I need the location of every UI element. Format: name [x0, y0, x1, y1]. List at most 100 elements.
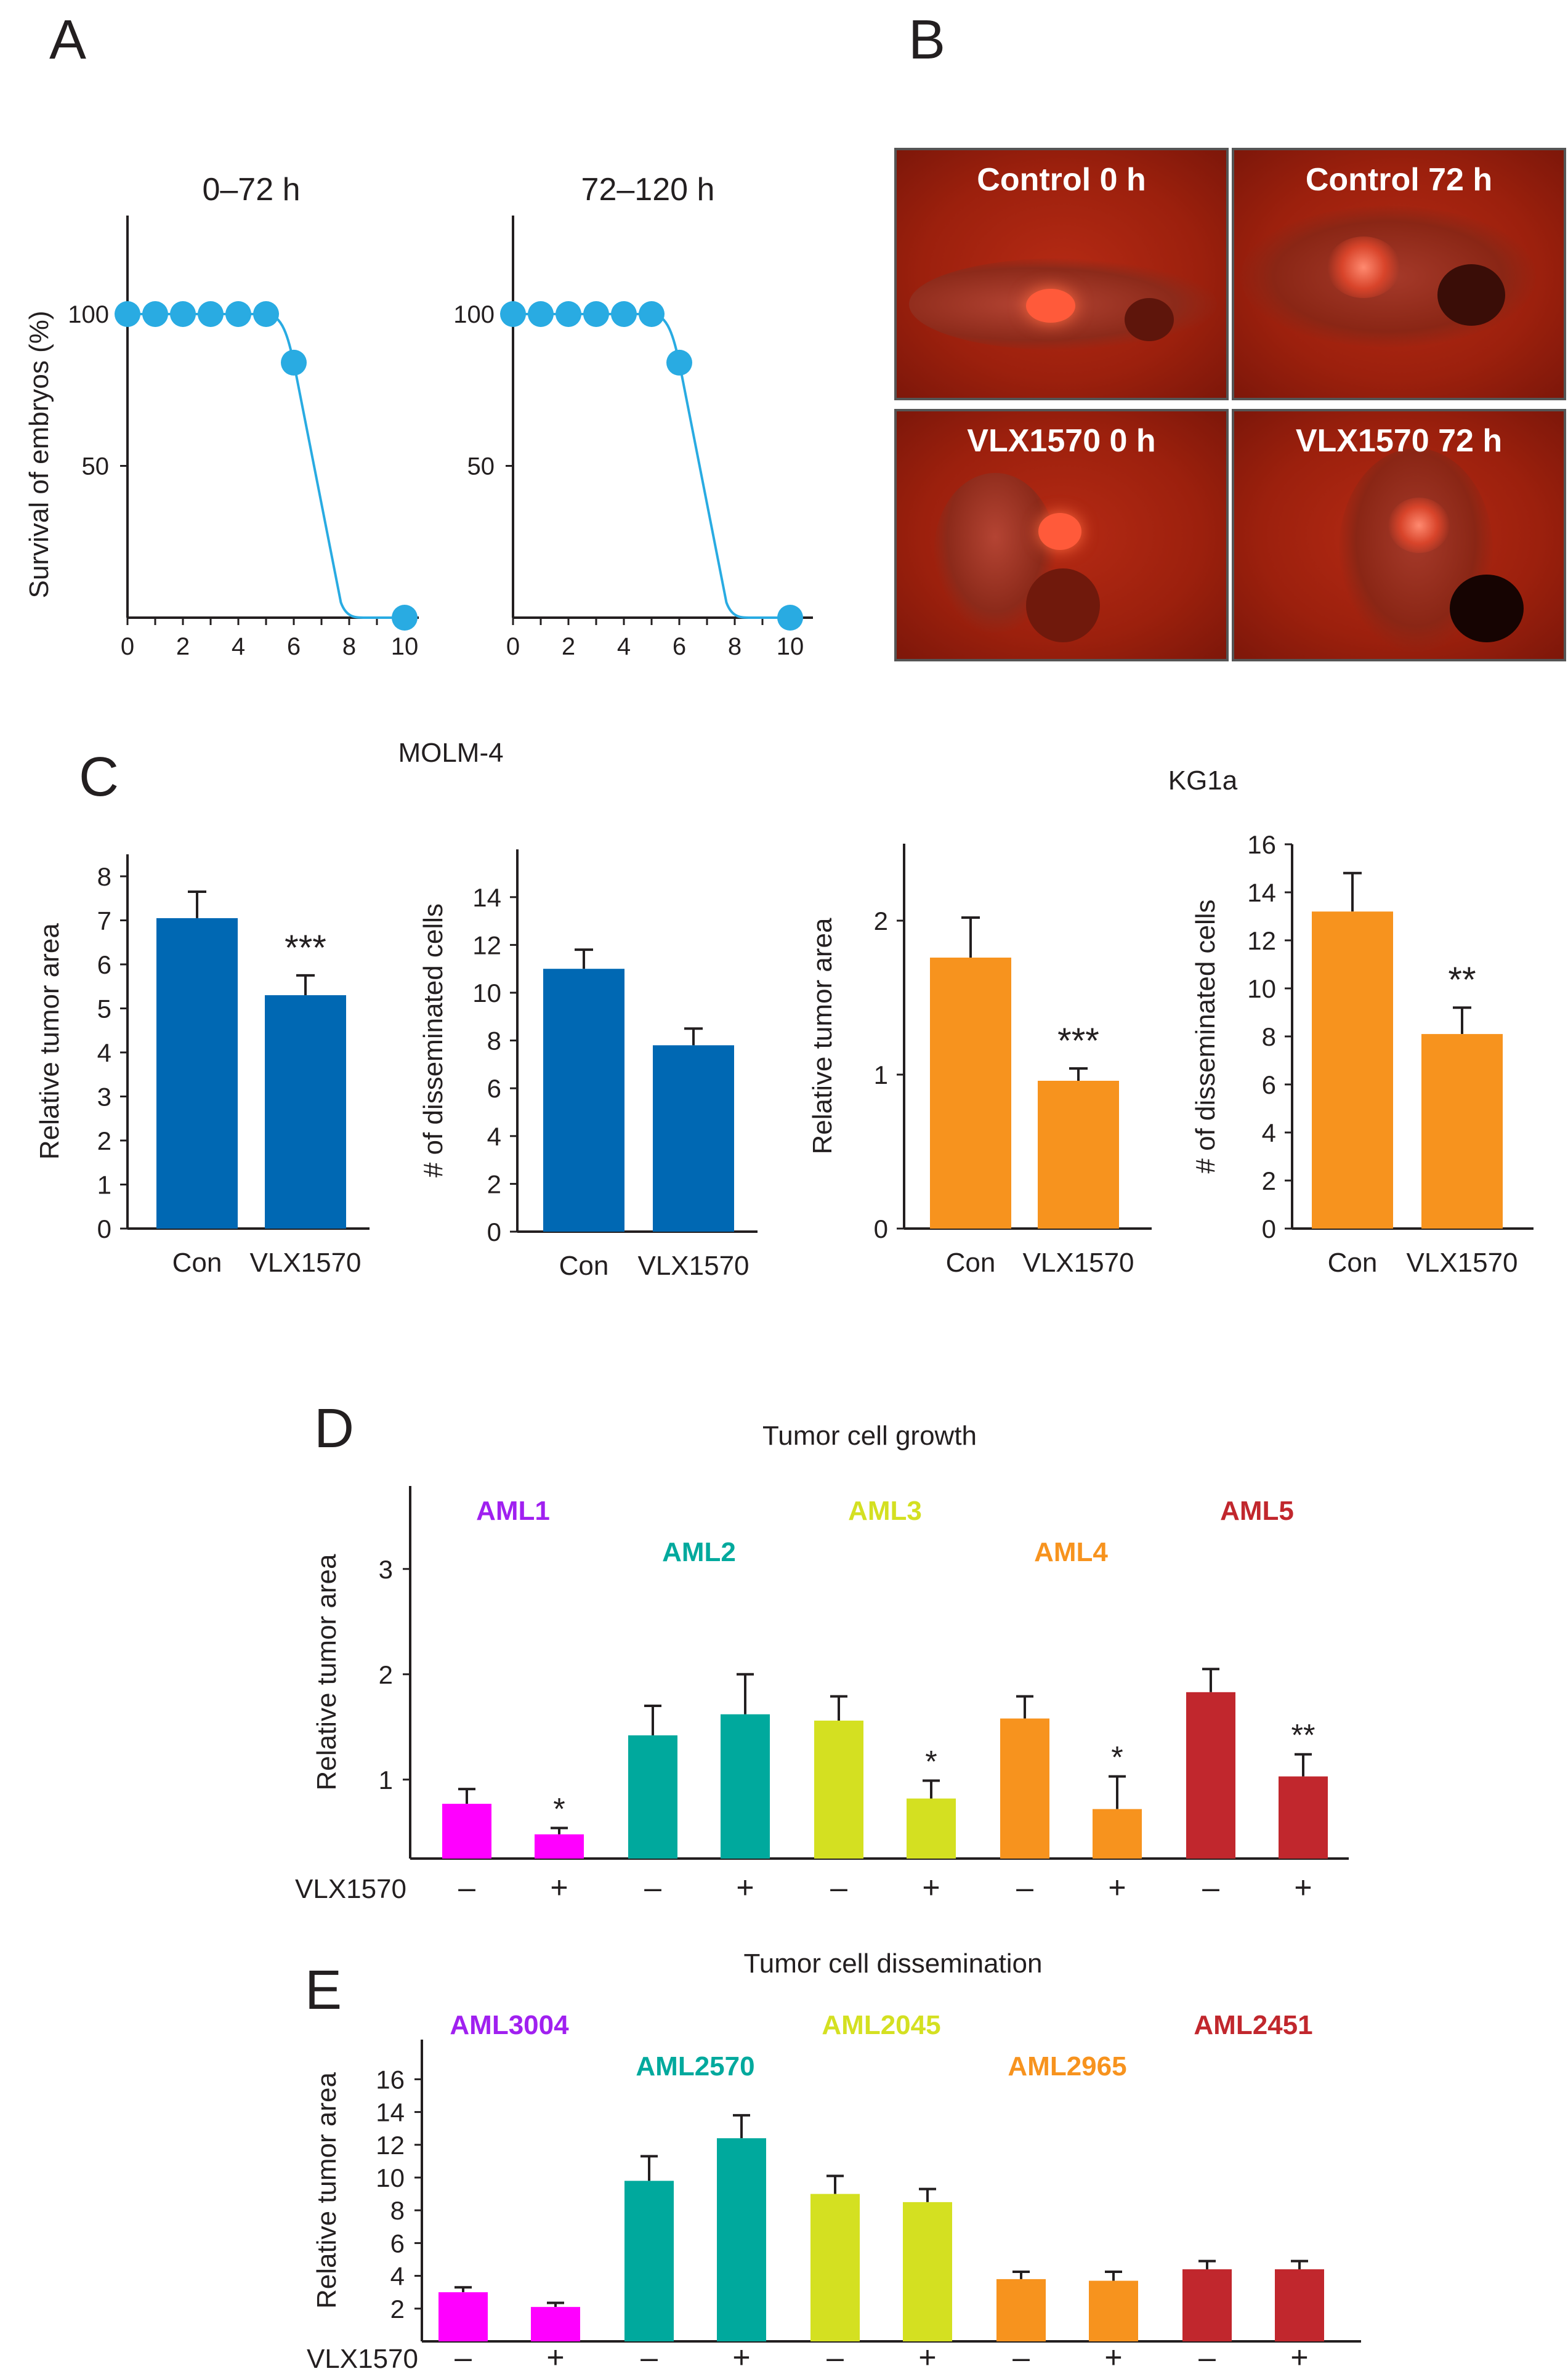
x-tick-label: Con: [946, 1248, 996, 1278]
x-tick-label: VLX1570: [637, 1251, 749, 1281]
x-tick-label: VLX1570: [249, 1248, 361, 1278]
y-tick-label: 50: [467, 453, 495, 480]
micrograph-control-0h: Control 0 h: [894, 148, 1229, 400]
y-tick-label: 3: [97, 1083, 111, 1112]
y-tick-label: 7: [97, 906, 111, 935]
bar: [1089, 2280, 1138, 2341]
y-tick-label: 4: [97, 1038, 111, 1067]
bar: [1038, 1081, 1119, 1229]
panel-e: E 2 4 6 8 10 12 14 16 Relative tumor area Tumor c…: [305, 1948, 1361, 2374]
survival-point: [253, 301, 279, 327]
y-tick-label: 4: [487, 1122, 501, 1151]
y-tick-label: 2: [487, 1169, 501, 1198]
treatment-mark: +: [1108, 1870, 1126, 1905]
bar: [1093, 1809, 1142, 1859]
x-tick-label: 6: [287, 633, 301, 660]
bar: [531, 2307, 580, 2341]
treatment-mark: +: [922, 1870, 940, 1905]
x-tick-label: 4: [617, 633, 631, 660]
bar: [930, 958, 1011, 1229]
group-label: AML1: [476, 1496, 550, 1526]
y-tick-label: 10: [376, 2163, 405, 2192]
micrograph-vlx1570-72h: VLX1570 72 h: [1232, 409, 1566, 661]
bar: [907, 1798, 956, 1859]
x-tick-label: 8: [342, 633, 356, 660]
group-label: AML5: [1220, 1496, 1294, 1526]
group-label: AML4: [1034, 1537, 1108, 1567]
treatment-mark: –: [458, 1870, 475, 1905]
bar: [624, 2181, 674, 2341]
y-tick-label: 12: [1247, 926, 1276, 955]
y-tick-label: 50: [82, 453, 110, 480]
treatment-mark: –: [1198, 2340, 1216, 2374]
bar: [628, 1735, 677, 1859]
y-tick-label: 12: [376, 2131, 405, 2160]
survival-point: [611, 301, 637, 327]
survival-line: [127, 313, 405, 619]
group-label: AML2965: [1008, 2051, 1126, 2081]
bar: [156, 918, 238, 1229]
treatment-mark: +: [550, 1870, 568, 1905]
x-tick-label: VLX1570: [1406, 1248, 1517, 1278]
y-tick-label: 2: [390, 2295, 405, 2324]
treatment-mark: +: [736, 1870, 754, 1905]
panel-a-y-axis-label: Survival of embryos (%): [24, 310, 54, 598]
treatment-mark: +: [1290, 2340, 1308, 2374]
x-tick-label: 4: [232, 633, 245, 660]
survival-point: [639, 301, 665, 327]
y-tick-label: 6: [390, 2229, 405, 2258]
y-axis-label: # of disseminated cells: [1190, 899, 1221, 1173]
y-tick-label: 100: [453, 301, 495, 328]
y-axis-label: Relative tumor area: [807, 918, 838, 1154]
panel-a-chart-72-120h: 100 50 0 2 4 6 8 10: [453, 216, 813, 660]
bar: [1186, 1692, 1235, 1859]
bar: [996, 2279, 1046, 2341]
survival-point: [583, 301, 609, 327]
group-label: AML2045: [822, 2010, 940, 2040]
bar: [903, 2202, 952, 2341]
panel-e-label: E: [305, 1960, 342, 2021]
y-tick-label: 10: [1247, 974, 1276, 1003]
bar: [717, 2138, 766, 2341]
bar: [814, 1720, 863, 1859]
y-tick-label: 1: [874, 1060, 888, 1089]
significance-marker: *: [553, 1791, 565, 1826]
bar: [721, 1714, 770, 1859]
treatment-mark: –: [830, 1870, 847, 1905]
survival-point: [142, 301, 168, 327]
panel-c-kg1a-disseminated-chart: 0 2 4 6 8 10 12 14 16 # of disseminated cells Con V…: [1190, 830, 1534, 1278]
survival-point: [281, 349, 307, 376]
survival-point: [666, 349, 692, 376]
bar: [1421, 1034, 1503, 1229]
treatment-mark: –: [1202, 1870, 1219, 1905]
y-tick-label: 0: [1262, 1214, 1276, 1243]
panel-a-chart-0-72h: 100 50 0 2 4 6 8 10: [68, 216, 419, 660]
bar: [810, 2194, 860, 2341]
panel-c-kg1a-title: KG1a: [1168, 765, 1238, 796]
y-axis-label: Relative tumor area: [312, 2072, 342, 2309]
significance-marker: *: [925, 1744, 937, 1778]
y-tick-label: 14: [376, 2098, 405, 2127]
panel-c-label: C: [79, 746, 119, 808]
survival-point: [556, 301, 581, 327]
x-tick-label: Con: [1328, 1248, 1378, 1278]
bar: [1000, 1718, 1049, 1859]
y-tick-label: 10: [472, 979, 501, 1007]
x-tick-label: 0: [121, 633, 134, 660]
survival-point: [115, 301, 140, 327]
y-axis-label: # of disseminated cells: [418, 903, 448, 1177]
panel-a-label: A: [49, 9, 86, 71]
treatment-mark: –: [644, 1870, 661, 1905]
y-tick-label: 0: [97, 1214, 111, 1243]
group-label: AML2451: [1194, 2010, 1312, 2040]
group-label: AML3: [848, 1496, 922, 1526]
panel-b-label: B: [908, 9, 945, 71]
y-tick-label: 5: [97, 995, 111, 1023]
significance-marker: ***: [285, 928, 326, 968]
survival-point: [225, 301, 251, 327]
y-axis-label: Relative tumor area: [34, 923, 65, 1160]
y-tick-label: 4: [1262, 1118, 1276, 1147]
treatment-mark: +: [918, 2340, 936, 2374]
x-tick-label: 6: [673, 633, 686, 660]
